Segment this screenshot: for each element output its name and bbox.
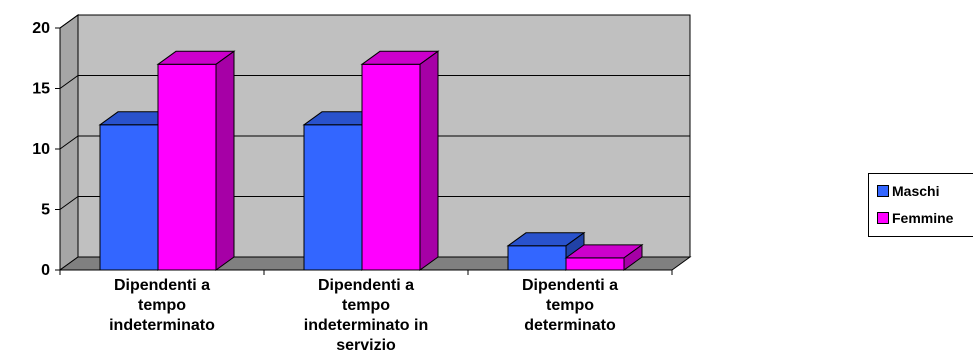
y-tick-label: 15 [32,81,50,98]
category-label: Dipendenti a tempo determinato [522,277,618,334]
category-label-line: tempo [138,297,186,314]
category-label: Dipendenti a tempo indeterminato [109,277,215,334]
bar-femmine-1 [156,50,236,271]
bar-front [303,124,363,271]
bar-maschi-3 [506,231,586,271]
legend-label-femmine: Femmine [892,210,954,226]
category-label-line: servizio [336,337,396,354]
bar-front [157,63,217,271]
gridline [59,196,690,210]
y-tick-label: 0 [41,262,50,279]
legend-item-maschi: Maschi [877,183,939,199]
y-tick-label: 20 [32,20,50,37]
gridline [59,14,690,29]
category-label-line: Dipendenti a [522,277,618,294]
category-label-line: indeterminato in [304,317,428,334]
y-tick-label: 5 [41,202,50,219]
gridline [59,75,690,89]
bar-front [361,63,421,271]
legend-swatch-maschi [877,185,889,197]
gridline [59,135,690,150]
category-label-line: Dipendenti a [114,277,210,294]
bar-side [215,50,235,271]
legend-item-femmine: Femmine [877,210,953,226]
bar-side [419,50,439,271]
bar-femmine-3 [564,243,644,271]
legend-label-maschi: Maschi [892,183,940,199]
category-label: Dipendenti a tempo indeterminato in servizi… [304,277,428,354]
bar-side [623,243,643,271]
bar-front [565,257,625,271]
category-label-line: determinato [524,317,616,334]
category-label-line: indeterminato [109,317,215,334]
legend-swatch-femmine [877,212,889,224]
bar-front [99,124,159,271]
bars [98,50,644,271]
bar-front [507,245,567,271]
legend: Maschi Femmine [868,173,973,237]
category-label-line: tempo [546,297,594,314]
bar-femmine-2 [360,50,440,271]
category-label-line: tempo [342,297,390,314]
category-label-line: Dipendenti a [318,277,414,294]
y-tick-label: 10 [32,141,50,158]
